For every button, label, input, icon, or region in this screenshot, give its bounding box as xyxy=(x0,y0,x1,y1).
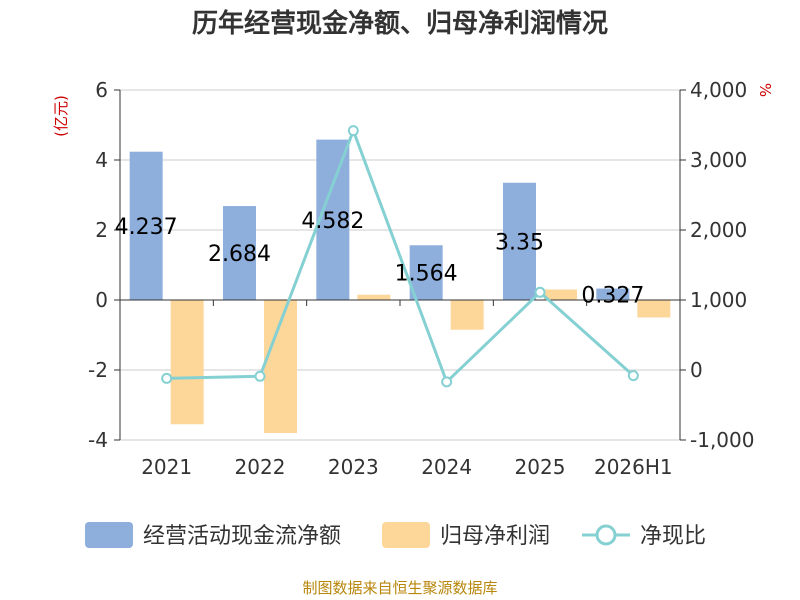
bar-profit xyxy=(544,289,577,300)
x-axis-tick-label: 2024 xyxy=(421,455,472,479)
ratio-line xyxy=(161,125,639,388)
right-axis-unit: % xyxy=(756,83,774,97)
right-axis-tick-label: 3,000 xyxy=(690,148,747,172)
ratio-point xyxy=(254,370,266,382)
data-label-cashflow: 3.35 xyxy=(495,230,544,255)
right-axis-tick-label: 4,000 xyxy=(690,78,747,102)
legend-label-profit: 归母净利润 xyxy=(440,524,550,549)
bar-profit xyxy=(637,300,671,318)
bar-cashflow xyxy=(223,206,256,300)
legend: 经营活动现金流净额 归母净利润 净现比 xyxy=(85,522,706,549)
bar-cashflow xyxy=(129,151,163,300)
bar-cashflow xyxy=(316,139,350,300)
source-note: 制图数据来自恒生聚源数据库 xyxy=(302,579,497,597)
data-labels: 4.237 2.684 4.582 1.564 3.35 0.327 xyxy=(115,209,645,308)
tick-labels: 6 4 2 0 -2 -4 4,000 3,000 2,000 1,000 0 -1,000 2021 2… xyxy=(88,78,754,479)
legend-swatch-profit xyxy=(382,522,430,548)
left-axis-tick-label: 2 xyxy=(95,218,108,242)
right-axis-tick-label: -1,000 xyxy=(690,428,754,452)
left-axis-tick-label: -4 xyxy=(88,428,108,452)
right-axis-tick-label: 2,000 xyxy=(690,218,747,242)
left-axis-tick-label: 0 xyxy=(95,288,108,312)
ratio-point xyxy=(627,370,639,382)
x-axis-tick-label: 2023 xyxy=(328,455,379,479)
bar-cashflow xyxy=(596,288,630,300)
legend-label-ratio: 净现比 xyxy=(640,524,706,549)
ratio-point xyxy=(161,372,173,384)
chart-title: 历年经营现金净额、归母净利润情况 xyxy=(192,8,608,39)
left-axis-tick-label: -2 xyxy=(88,358,108,382)
data-label-cashflow: 0.327 xyxy=(581,283,644,308)
ratio-line-path xyxy=(166,126,635,385)
bars xyxy=(129,139,671,433)
right-axis-tick-label: 1,000 xyxy=(690,288,747,312)
ratio-point xyxy=(441,376,453,388)
legend-swatch-ratio-marker xyxy=(595,524,617,546)
data-label-cashflow: 2.684 xyxy=(208,242,271,267)
ratio-point xyxy=(347,125,359,137)
left-axis-unit: (亿元) xyxy=(52,95,70,137)
left-axis-tick-label: 6 xyxy=(95,78,108,102)
legend-label-cashflow: 经营活动现金流净额 xyxy=(143,524,341,549)
x-axis-tick-label: 2022 xyxy=(235,455,286,479)
bar-cashflow xyxy=(503,182,536,300)
bar-profit xyxy=(357,294,391,300)
ratio-point xyxy=(534,286,546,298)
bar-cashflow xyxy=(409,245,443,300)
data-label-cashflow: 4.582 xyxy=(301,209,364,234)
left-axis-tick-label: 4 xyxy=(95,148,108,172)
x-axis-tick-label: 2021 xyxy=(141,455,192,479)
x-axis-tick-label: 2026H1 xyxy=(594,455,673,479)
legend-swatch-cashflow xyxy=(85,522,133,548)
right-axis-tick-label: 0 xyxy=(690,358,703,382)
data-label-cashflow: 1.564 xyxy=(395,262,458,287)
x-axis-tick-label: 2025 xyxy=(515,455,566,479)
bar-profit xyxy=(170,300,204,425)
data-label-cashflow: 4.237 xyxy=(115,215,178,240)
axes xyxy=(114,89,686,441)
bar-profit xyxy=(450,300,484,330)
grid-lines xyxy=(120,89,680,441)
